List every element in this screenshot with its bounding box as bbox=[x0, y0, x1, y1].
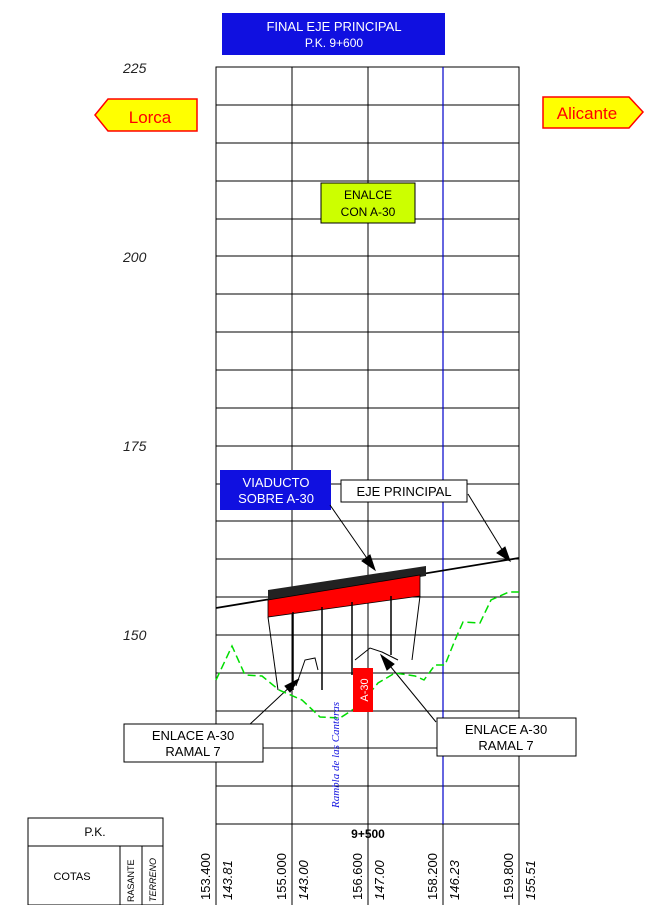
elevation-label: 200 bbox=[122, 249, 147, 265]
terreno-value: 146.23 bbox=[447, 859, 462, 900]
title-line-2: P.K. 9+600 bbox=[305, 36, 363, 50]
elevation-label: 225 bbox=[122, 60, 147, 76]
terreno-value: 143.81 bbox=[220, 860, 235, 900]
enlace-right-line-1: ENLACE A-30 bbox=[465, 722, 547, 737]
terrain-line bbox=[215, 591, 519, 719]
a30-tag: A-30 bbox=[353, 668, 373, 712]
viaduct bbox=[267, 566, 426, 691]
enlace-box-line-2: CON A-30 bbox=[341, 205, 396, 219]
viaducto-box: VIADUCTO SOBRE A-30 bbox=[220, 470, 331, 510]
a30-tag-label: A-30 bbox=[359, 678, 371, 701]
title-box: FINAL EJE PRINCIPAL P.K. 9+600 bbox=[222, 13, 445, 55]
direction-sign-left: Lorca bbox=[94, 98, 198, 132]
enlace-box: ENALCE CON A-30 bbox=[320, 182, 416, 224]
rasante-value: 155.000 bbox=[274, 853, 289, 900]
cotas-header: COTAS bbox=[53, 871, 90, 883]
direction-left-label: Lorca bbox=[129, 108, 172, 127]
terreno-value: 147.00 bbox=[372, 859, 387, 900]
viaducto-line-1: VIADUCTO bbox=[243, 475, 310, 490]
elevation-label: 175 bbox=[123, 438, 147, 454]
enlace-left-box: ENLACE A-30 RAMAL 7 bbox=[123, 723, 264, 763]
enlace-left-line-2: RAMAL 7 bbox=[165, 744, 220, 759]
direction-right-label: Alicante bbox=[557, 104, 617, 123]
rasante-value: 156.600 bbox=[350, 853, 365, 900]
profile-grid bbox=[215, 66, 520, 825]
enlace-left-line-1: ENLACE A-30 bbox=[152, 728, 234, 743]
enlace-right-line-2: RAMAL 7 bbox=[478, 738, 533, 753]
station-label: 9+500 bbox=[351, 827, 385, 841]
terreno-value: 155.51 bbox=[523, 860, 538, 900]
pk-header: P.K. bbox=[84, 825, 105, 839]
terreno-header: TERRENO bbox=[148, 858, 158, 902]
rasante-value: 159.800 bbox=[501, 853, 516, 900]
terreno-value: 143.00 bbox=[296, 859, 311, 900]
data-table bbox=[27, 817, 520, 905]
enlace-right-box: ENLACE A-30 RAMAL 7 bbox=[436, 717, 577, 757]
title-line-1: FINAL EJE PRINCIPAL bbox=[266, 19, 401, 34]
rasante-value: 158.200 bbox=[425, 853, 440, 900]
direction-sign-right: Alicante bbox=[542, 96, 645, 129]
rambla-label: Rambla de las Canteras bbox=[330, 702, 342, 809]
rasante-header: RASANTE bbox=[126, 859, 136, 902]
rasante-value: 153.400 bbox=[198, 853, 213, 900]
elevation-label: 150 bbox=[123, 627, 147, 643]
eje-principal-label-box: EJE PRINCIPAL bbox=[340, 479, 468, 503]
leader-lines bbox=[247, 493, 511, 727]
eje-principal-label: EJE PRINCIPAL bbox=[356, 484, 451, 499]
enlace-box-line-1: ENALCE bbox=[344, 188, 392, 202]
viaducto-line-2: SOBRE A-30 bbox=[238, 491, 314, 506]
